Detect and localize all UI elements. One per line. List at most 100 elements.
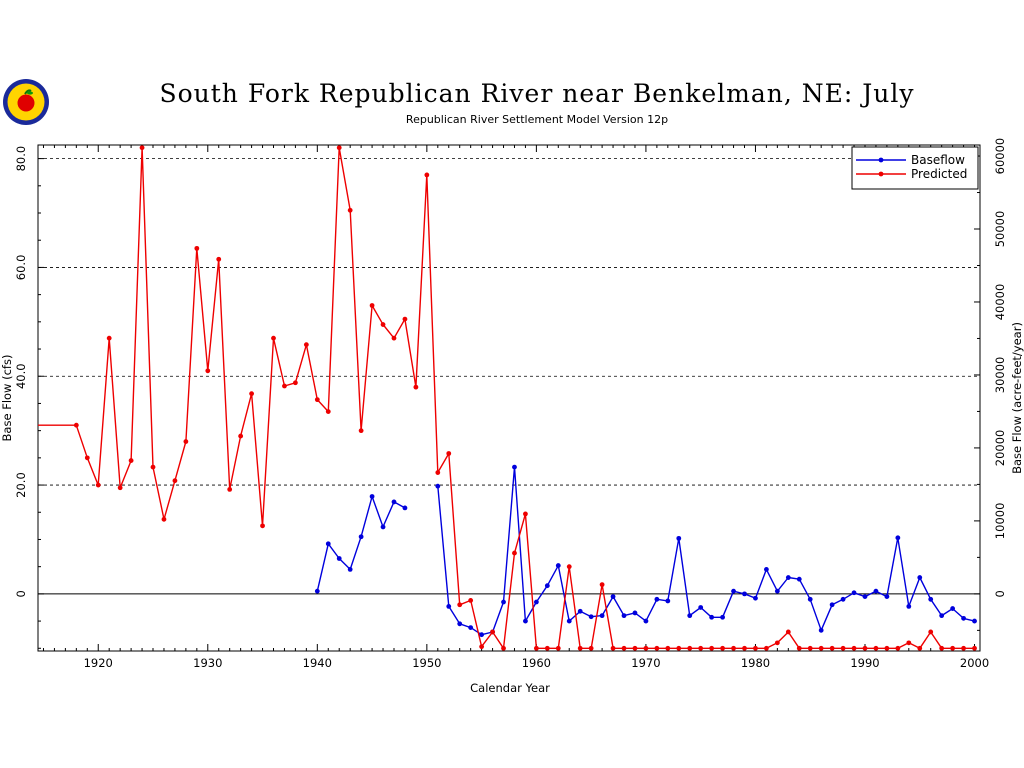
data-point-baseflow <box>906 603 912 609</box>
data-point-baseflow <box>544 583 550 589</box>
data-point-baseflow <box>501 599 506 605</box>
data-point-baseflow <box>512 464 517 470</box>
legend-marker-predicted <box>878 171 884 177</box>
gridlines <box>38 158 980 486</box>
left-axis-ticks: 0 20.0 40.0 60.0 80.0 <box>14 146 44 649</box>
data-point-predicted <box>402 316 408 322</box>
data-point-predicted <box>577 645 583 651</box>
y-tick-label-right: 30000 <box>993 357 1007 394</box>
data-point-baseflow <box>654 596 660 602</box>
data-point-predicted <box>906 640 912 646</box>
data-point-predicted <box>336 145 342 151</box>
x-tick-label: 1930 <box>193 656 222 670</box>
data-point-predicted <box>698 645 704 651</box>
data-point-baseflow <box>621 613 627 619</box>
data-point-predicted <box>391 335 397 341</box>
data-point-baseflow <box>369 494 375 499</box>
data-point-baseflow <box>961 615 966 621</box>
data-point-predicted <box>413 384 419 390</box>
data-point-baseflow <box>687 613 693 619</box>
data-point-baseflow <box>643 618 649 624</box>
y-tick-label-left: 80.0 <box>14 146 28 172</box>
data-point-predicted <box>873 645 879 651</box>
data-point-baseflow <box>917 575 923 580</box>
data-point-predicted <box>851 645 857 651</box>
data-point-predicted <box>774 640 780 646</box>
data-point-predicted <box>227 487 233 492</box>
data-point-predicted <box>709 645 715 651</box>
data-point-baseflow <box>950 606 956 611</box>
data-point-predicted <box>884 645 890 651</box>
data-point-predicted <box>369 303 375 308</box>
data-point-baseflow <box>676 535 682 541</box>
y-axis-label-left: Base Flow (cfs) <box>0 355 14 442</box>
data-point-predicted <box>610 645 616 651</box>
data-point-baseflow <box>928 596 934 602</box>
data-point-baseflow <box>665 598 671 604</box>
data-point-predicted <box>764 645 769 651</box>
y-tick-label-right: 10000 <box>993 503 1007 540</box>
data-point-predicted <box>829 645 835 651</box>
data-point-predicted <box>347 207 353 213</box>
data-point-predicted <box>314 397 320 403</box>
data-point-baseflow <box>358 534 364 540</box>
data-point-predicted <box>249 391 254 397</box>
apple-seal-logo <box>3 79 49 125</box>
data-point-predicted <box>950 645 956 651</box>
x-tick-label: 1940 <box>303 656 332 670</box>
data-point-predicted <box>282 383 287 389</box>
plot-area <box>37 144 981 652</box>
data-point-predicted <box>533 645 539 651</box>
data-point-predicted <box>490 629 495 635</box>
chart-subtitle: Republican River Settlement Model Versio… <box>406 113 668 126</box>
data-point-predicted <box>479 644 485 650</box>
data-point-predicted <box>654 645 660 651</box>
data-point-predicted <box>785 629 791 635</box>
x-tick-label: 1990 <box>850 656 879 670</box>
y-tick-label-right: 50000 <box>993 211 1007 248</box>
data-point-predicted <box>172 478 178 484</box>
data-point-baseflow <box>347 566 353 572</box>
y-tick-label-right: 60000 <box>993 138 1007 175</box>
data-point-baseflow <box>807 596 813 602</box>
data-point-baseflow <box>862 594 868 599</box>
data-point-predicted <box>523 511 528 517</box>
data-point-baseflow <box>753 595 758 601</box>
data-point-baseflow <box>796 576 802 582</box>
data-point-predicted <box>161 516 167 522</box>
data-point-predicted <box>501 645 506 651</box>
series-baseflow <box>314 464 977 638</box>
x-tick-label: 1980 <box>741 656 770 670</box>
data-point-predicted <box>928 629 934 635</box>
data-point-predicted <box>862 645 868 651</box>
data-point-predicted <box>457 602 463 608</box>
data-point-baseflow <box>840 596 846 602</box>
legend-label-baseflow: Baseflow <box>911 153 965 167</box>
x-axis-label: Calendar Year <box>470 681 550 695</box>
data-point-baseflow <box>523 618 528 624</box>
data-point-predicted <box>676 645 682 651</box>
right-axis-ticks: 0 10000 20000 30000 40000 50000 60000 <box>974 138 1007 631</box>
data-point-predicted <box>972 645 977 651</box>
y-tick-label-left: 20.0 <box>14 472 28 498</box>
y-tick-label-left: 0 <box>14 590 28 597</box>
chart-title: South Fork Republican River near Benkelm… <box>159 79 914 108</box>
data-point-baseflow <box>829 602 835 608</box>
y-tick-label-left: 40.0 <box>14 363 28 389</box>
data-point-predicted <box>544 645 550 651</box>
data-point-predicted <box>380 322 386 327</box>
data-point-baseflow <box>325 541 331 547</box>
data-point-baseflow <box>632 610 638 616</box>
data-point-predicted <box>150 464 156 470</box>
data-point-baseflow <box>380 524 386 530</box>
data-point-predicted <box>731 645 736 651</box>
data-point-predicted <box>139 145 145 151</box>
data-point-predicted <box>818 645 824 651</box>
data-point-baseflow <box>939 613 945 619</box>
data-point-baseflow <box>533 599 539 605</box>
data-point-baseflow <box>555 563 561 568</box>
data-point-baseflow <box>818 627 824 633</box>
data-point-predicted <box>424 172 430 178</box>
data-point-predicted <box>566 564 572 570</box>
